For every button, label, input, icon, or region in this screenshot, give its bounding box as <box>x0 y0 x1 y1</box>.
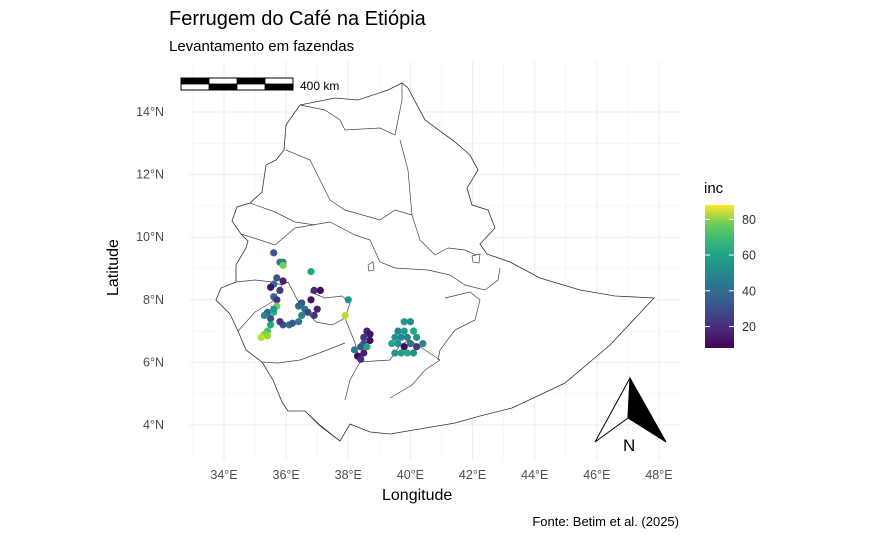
survey-point <box>409 327 418 335</box>
survey-point <box>341 311 349 320</box>
survey-point <box>400 343 408 351</box>
survey-point <box>307 296 315 304</box>
survey-point <box>294 318 303 326</box>
survey-point <box>270 249 278 257</box>
y-tick-label: 4°N <box>143 418 164 432</box>
survey-point <box>350 346 359 354</box>
y-tick-label: 14°N <box>136 105 164 119</box>
survey-point <box>397 333 405 341</box>
survey-point <box>406 318 415 326</box>
x-tick-label: 34°E <box>210 468 237 482</box>
source-caption: Fonte: Betim et al. (2025) <box>532 514 679 529</box>
survey-point <box>391 349 399 357</box>
survey-point <box>288 319 296 327</box>
survey-point <box>363 343 371 351</box>
x-tick-label: 42°E <box>459 468 486 482</box>
survey-point <box>403 349 411 357</box>
scale-bar: 400 km <box>180 77 339 93</box>
legend-tick-label: 20 <box>742 320 756 334</box>
survey-point <box>316 286 324 295</box>
north-arrow-label: N <box>623 436 635 455</box>
legend-tick-label: 40 <box>742 284 756 298</box>
y-tick-label: 6°N <box>143 355 164 369</box>
survey-point <box>310 286 318 295</box>
survey-point <box>366 330 374 338</box>
survey-point <box>391 333 399 341</box>
survey-point <box>273 274 281 282</box>
survey-point <box>279 277 287 285</box>
survey-point <box>409 349 418 357</box>
x-tick-label: 44°E <box>521 468 548 482</box>
survey-point <box>400 327 408 335</box>
page-title: Ferrugem do Café na Etiópia <box>169 8 426 30</box>
survey-point <box>400 318 408 326</box>
survey-point <box>267 283 275 291</box>
y-axis-ticks: 14°N 12°N 10°N 8°N 6°N 4°N <box>136 105 164 432</box>
survey-point <box>298 311 306 320</box>
x-tick-label: 38°E <box>335 468 362 482</box>
survey-point <box>267 321 275 329</box>
legend-tick-label: 60 <box>742 249 756 263</box>
survey-point <box>394 327 402 335</box>
survey-point <box>279 261 287 269</box>
survey-point <box>357 343 365 351</box>
survey-point <box>388 340 396 348</box>
survey-point <box>307 268 315 276</box>
survey-point <box>413 343 421 351</box>
survey-point <box>257 333 265 341</box>
page-subtitle: Levantamento em fazendas <box>169 38 355 55</box>
survey-point <box>294 302 303 310</box>
survey-point <box>313 305 321 313</box>
survey-point <box>276 318 284 326</box>
survey-point <box>304 308 312 316</box>
y-tick-label: 8°N <box>143 293 164 307</box>
survey-point <box>360 333 368 341</box>
north-arrow-icon: N <box>594 376 667 455</box>
y-axis-title: Latitude <box>105 239 122 296</box>
survey-point <box>360 349 368 357</box>
survey-point <box>263 332 272 340</box>
x-axis-title: Longitude <box>382 487 453 504</box>
survey-point <box>403 333 411 341</box>
survey-point <box>413 333 421 341</box>
legend-title: inc <box>704 180 724 197</box>
survey-point <box>397 349 405 357</box>
legend-colorbar: 80 60 40 20 <box>705 205 756 348</box>
survey-point <box>310 311 318 320</box>
survey-point <box>344 296 352 304</box>
x-tick-label: 46°E <box>583 468 610 482</box>
survey-point <box>267 314 275 323</box>
x-tick-label: 48°E <box>645 468 672 482</box>
survey-point <box>357 355 365 363</box>
y-tick-label: 12°N <box>136 168 164 182</box>
y-tick-label: 10°N <box>136 230 164 244</box>
survey-point <box>260 311 268 320</box>
x-tick-label: 40°E <box>397 468 424 482</box>
survey-points <box>257 249 427 363</box>
survey-point <box>270 305 278 313</box>
survey-point <box>406 340 415 348</box>
x-axis-ticks: 34°E 36°E 38°E 40°E 42°E 44°E 46°E 48°E <box>210 468 672 482</box>
x-tick-label: 36°E <box>273 468 300 482</box>
scale-bar-label: 400 km <box>300 79 339 93</box>
survey-point <box>366 336 374 345</box>
survey-point <box>276 286 284 295</box>
survey-point <box>419 340 427 348</box>
survey-point <box>273 296 281 304</box>
legend-tick-label: 80 <box>742 213 756 227</box>
survey-point <box>394 340 402 348</box>
